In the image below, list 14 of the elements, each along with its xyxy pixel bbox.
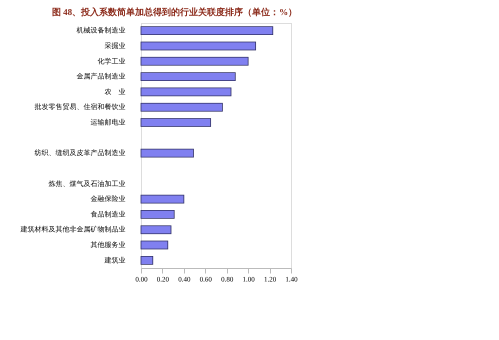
bar <box>140 102 223 112</box>
chart-title: 图 48、投入系数简单加总得到的行业关联度排序（单位：%） <box>52 7 298 17</box>
bar <box>140 210 175 219</box>
bar <box>140 88 232 96</box>
bar <box>140 26 274 36</box>
bar <box>140 194 184 204</box>
bar <box>140 56 249 66</box>
bar <box>140 225 172 234</box>
bar <box>140 148 194 158</box>
bar <box>140 240 168 250</box>
bar <box>140 256 154 265</box>
bar <box>140 118 212 127</box>
bar <box>140 72 236 81</box>
bar <box>140 42 256 50</box>
